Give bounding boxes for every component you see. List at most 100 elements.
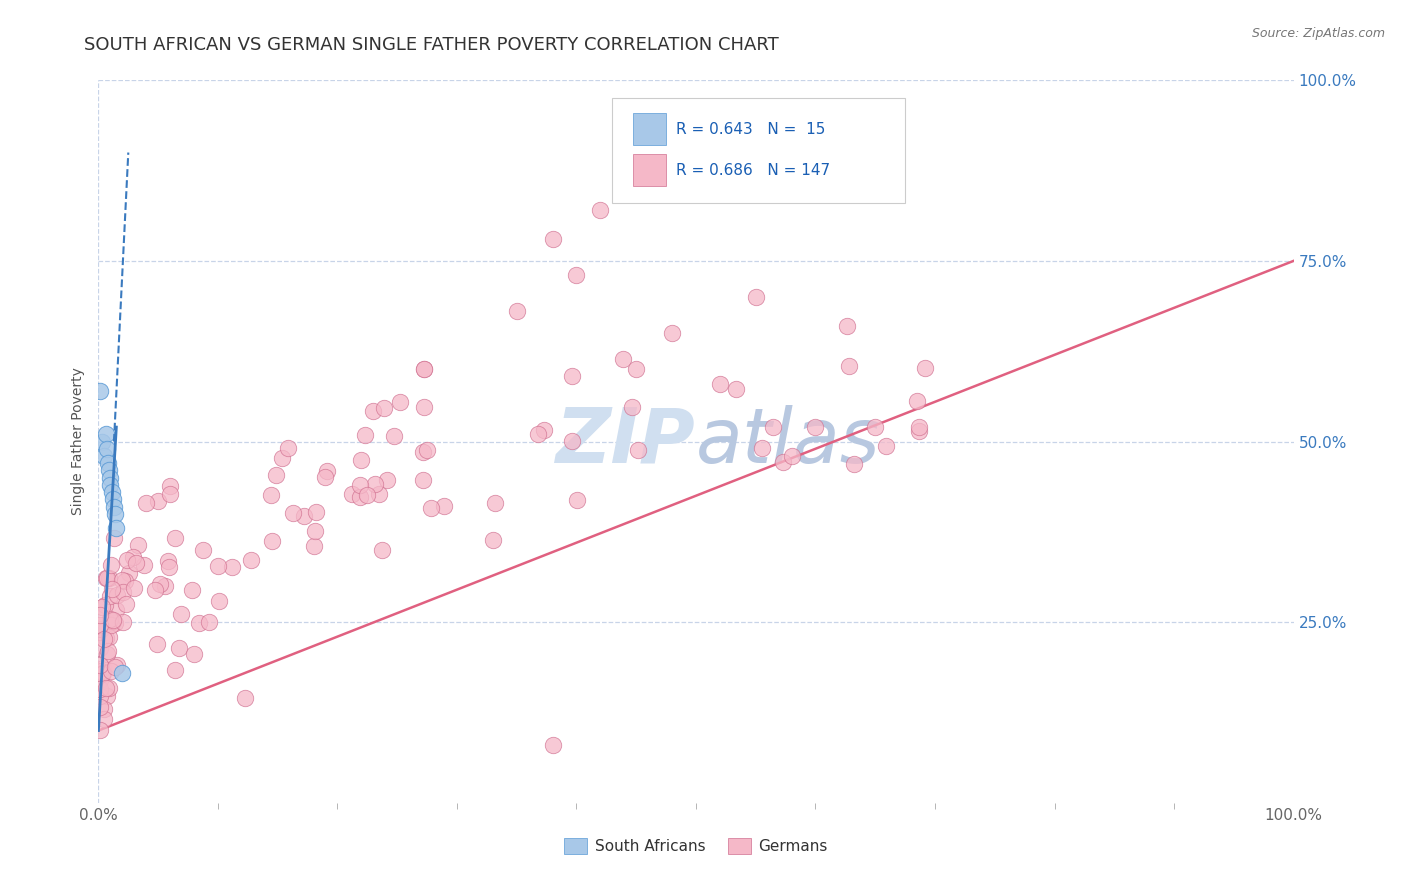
Point — [145, 637, 167, 651]
Point — [94, 599, 117, 613]
Point — [838, 359, 860, 373]
Point — [907, 420, 929, 434]
Point — [89, 640, 111, 655]
Point — [159, 479, 181, 493]
Point — [101, 582, 124, 597]
Point — [294, 509, 316, 524]
Point — [724, 382, 747, 396]
Point — [233, 691, 256, 706]
Point — [340, 486, 363, 500]
Point — [94, 681, 117, 695]
Point — [368, 487, 391, 501]
Point — [94, 427, 117, 442]
Point — [356, 488, 378, 502]
Point — [90, 622, 112, 636]
Point — [89, 699, 111, 714]
Point — [907, 424, 929, 438]
Point — [260, 534, 283, 549]
Point — [101, 492, 124, 507]
Point — [349, 490, 371, 504]
Point — [208, 593, 231, 607]
Point — [413, 362, 436, 376]
Point — [115, 597, 138, 611]
Point — [221, 560, 243, 574]
Point — [353, 428, 375, 442]
Point — [149, 577, 172, 591]
Point — [97, 456, 120, 470]
Point — [98, 470, 122, 484]
Point — [111, 574, 134, 588]
Point — [93, 712, 115, 726]
Point — [561, 434, 583, 449]
Point — [121, 549, 143, 564]
Point — [165, 531, 187, 545]
Point — [305, 505, 328, 519]
Text: ZIP: ZIP — [557, 405, 696, 478]
Point — [100, 485, 122, 500]
Point — [96, 571, 118, 585]
Point — [905, 394, 928, 409]
Point — [104, 659, 127, 673]
Point — [105, 603, 128, 617]
Point — [104, 615, 127, 630]
Point — [316, 464, 339, 478]
Point — [565, 268, 588, 283]
Point — [159, 487, 181, 501]
Point — [89, 617, 111, 632]
Point — [143, 582, 166, 597]
Point — [101, 613, 124, 627]
Point — [89, 673, 111, 687]
Point — [89, 658, 111, 673]
Point — [364, 476, 387, 491]
Point — [89, 384, 111, 398]
Point — [100, 618, 122, 632]
Point — [412, 445, 434, 459]
Point — [100, 558, 122, 573]
Point — [163, 663, 186, 677]
Point — [93, 702, 115, 716]
Point — [661, 326, 683, 340]
Point — [270, 451, 292, 466]
Point — [98, 478, 122, 492]
FancyBboxPatch shape — [633, 154, 666, 186]
Point — [125, 556, 148, 570]
Point — [105, 521, 128, 535]
Point — [191, 542, 214, 557]
Point — [621, 401, 644, 415]
Point — [709, 376, 731, 391]
Point — [91, 434, 114, 449]
Point — [239, 553, 262, 567]
Point — [111, 615, 134, 629]
Point — [98, 630, 121, 644]
Point — [207, 559, 229, 574]
Point — [432, 500, 454, 514]
Point — [533, 423, 555, 437]
Point — [103, 614, 125, 628]
Point — [183, 647, 205, 661]
Point — [105, 589, 128, 603]
Point — [90, 599, 112, 614]
Y-axis label: Single Father Poverty: Single Father Poverty — [72, 368, 86, 516]
Text: R = 0.686   N = 147: R = 0.686 N = 147 — [676, 163, 830, 178]
Point — [304, 524, 326, 538]
Point — [875, 439, 897, 453]
Point — [127, 538, 149, 552]
Point — [361, 404, 384, 418]
Point — [188, 616, 211, 631]
Point — [506, 304, 529, 318]
Legend: South Africans, Germans: South Africans, Germans — [558, 832, 834, 860]
Point — [96, 647, 118, 661]
Point — [96, 442, 118, 456]
Point — [350, 452, 373, 467]
Point — [626, 362, 648, 376]
Point — [283, 507, 305, 521]
Point — [197, 615, 219, 629]
Point — [751, 441, 773, 455]
Point — [94, 631, 117, 645]
Point — [388, 395, 411, 409]
Point — [413, 362, 436, 376]
Point — [260, 488, 283, 502]
Point — [89, 723, 111, 738]
Point — [413, 400, 436, 414]
Point — [527, 427, 550, 442]
